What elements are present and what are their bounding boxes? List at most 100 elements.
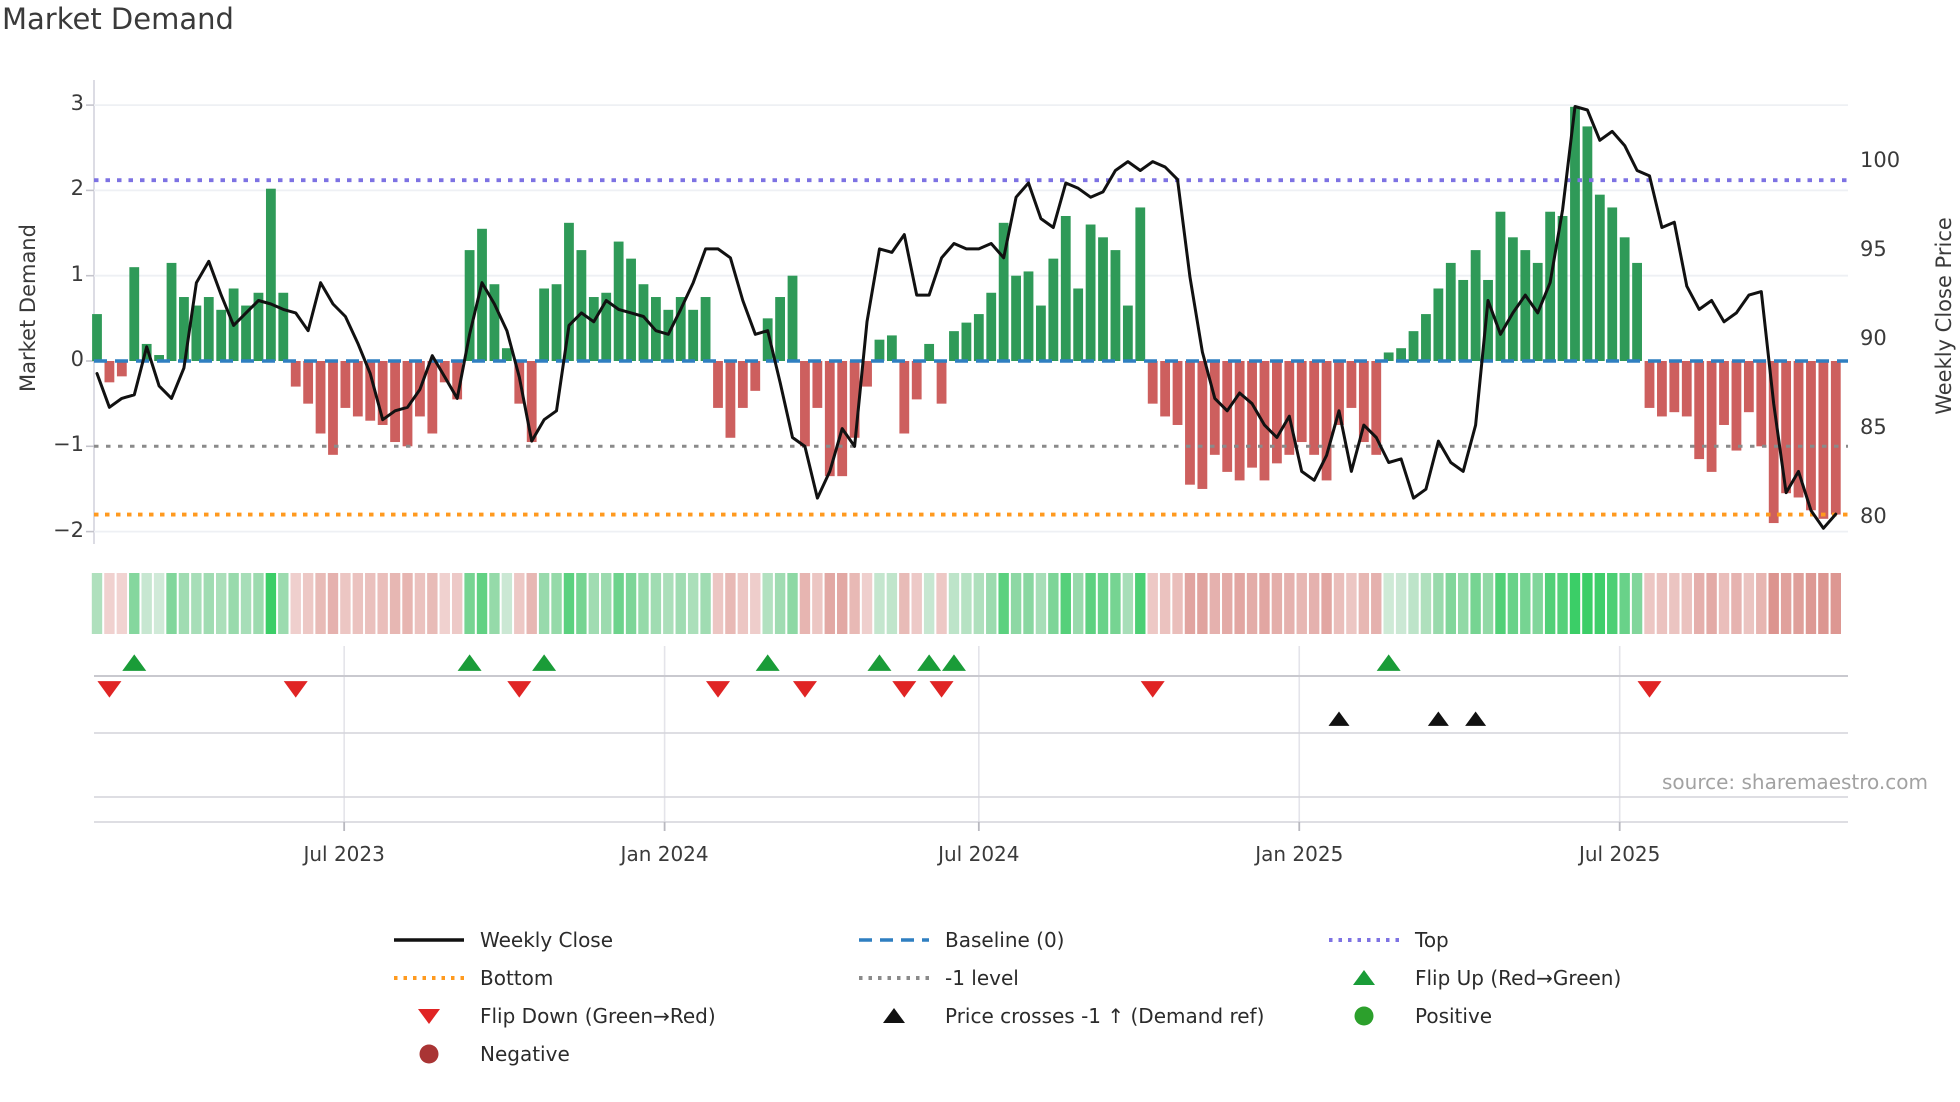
demand-bar bbox=[104, 361, 115, 383]
demand-bar bbox=[1619, 237, 1630, 361]
demand-bar bbox=[1284, 361, 1295, 455]
demand-bar bbox=[402, 361, 413, 447]
left-tick-label: 3 bbox=[70, 91, 84, 116]
heatmap-cell bbox=[439, 573, 450, 634]
legend-item: Positive bbox=[1325, 1002, 1492, 1030]
demand-bar bbox=[1048, 258, 1059, 361]
page-title: Market Demand bbox=[2, 2, 234, 36]
heatmap-cell bbox=[1582, 573, 1593, 634]
demand-bar bbox=[576, 250, 587, 361]
demand-bar bbox=[377, 361, 388, 425]
heatmap-cell bbox=[1569, 573, 1581, 634]
heatmap-cell bbox=[1246, 573, 1258, 634]
heatmap-cell bbox=[514, 573, 525, 634]
demand-bar bbox=[253, 292, 264, 361]
heatmap-cell bbox=[1768, 573, 1779, 634]
legend-swatch-glyph bbox=[883, 1008, 905, 1023]
heatmap-cell bbox=[1097, 573, 1109, 634]
heatmap-cell bbox=[1408, 573, 1419, 634]
heatmap-cell bbox=[911, 573, 922, 634]
price-cross-marker bbox=[1328, 711, 1350, 726]
demand-bar bbox=[1060, 215, 1071, 361]
demand-bar bbox=[1073, 288, 1084, 361]
heatmap-cell bbox=[973, 573, 985, 634]
heatmap-cell bbox=[1172, 573, 1183, 634]
heatmap-cell bbox=[203, 573, 214, 634]
legend-label: Price crosses -1 ↑ (Demand ref) bbox=[945, 1004, 1265, 1028]
heatmap-cell bbox=[1296, 573, 1307, 634]
demand-bar bbox=[1334, 361, 1344, 425]
heatmap-cell bbox=[1830, 573, 1841, 634]
x-tick-label: Jul 2024 bbox=[938, 842, 1020, 866]
demand-bar bbox=[129, 267, 140, 361]
demand-bar bbox=[526, 361, 537, 443]
demand-bar bbox=[824, 361, 835, 477]
demand-bar bbox=[700, 297, 711, 361]
left-tick-label: −1 bbox=[53, 432, 84, 457]
demand-bar bbox=[1445, 262, 1456, 361]
demand-bar bbox=[1234, 361, 1245, 481]
legend-item: Flip Up (Red→Green) bbox=[1325, 964, 1621, 992]
demand-bar bbox=[588, 297, 599, 361]
heatmap-cell bbox=[1420, 573, 1432, 634]
left-tick-label: 0 bbox=[70, 347, 84, 371]
demand-bar bbox=[1011, 275, 1021, 361]
left-tick-label: −2 bbox=[53, 517, 84, 542]
flip-down-marker bbox=[929, 681, 954, 698]
heatmap-cell bbox=[1147, 573, 1158, 634]
demand-bar bbox=[713, 361, 723, 408]
demand-bar bbox=[911, 361, 922, 400]
legend-swatch-glyph bbox=[418, 1009, 440, 1024]
heatmap-cell bbox=[1607, 573, 1618, 634]
heatmap-cell bbox=[1520, 573, 1531, 634]
heatmap-cell bbox=[1060, 573, 1071, 634]
heatmap-cell bbox=[563, 573, 575, 634]
demand-bar bbox=[539, 288, 550, 361]
legend-label: Bottom bbox=[480, 966, 554, 990]
legend-label: -1 level bbox=[945, 966, 1019, 990]
demand-bar bbox=[973, 314, 984, 361]
heatmap-cell bbox=[812, 573, 823, 634]
demand-bar bbox=[762, 318, 773, 361]
heatmap-cell bbox=[1780, 573, 1792, 634]
heatmap-cell bbox=[153, 573, 165, 634]
heatmap-cell bbox=[1532, 573, 1543, 634]
heatmap-cell bbox=[327, 573, 339, 634]
heatmap-cell bbox=[762, 573, 773, 634]
demand-bar bbox=[1371, 361, 1382, 455]
left-tick-label: 2 bbox=[70, 176, 84, 201]
demand-bar bbox=[340, 361, 351, 408]
heatmap-cell bbox=[663, 573, 674, 634]
heatmap-cell bbox=[1644, 573, 1655, 634]
demand-bar bbox=[800, 361, 810, 447]
demand-bar bbox=[1383, 352, 1394, 361]
flip-up-marker bbox=[755, 654, 780, 671]
heatmap-cell bbox=[178, 573, 190, 634]
heatmap-cell bbox=[1395, 573, 1407, 634]
demand-bar bbox=[1644, 361, 1655, 408]
heatmap-cell bbox=[240, 573, 252, 634]
legend-label: Negative bbox=[480, 1042, 570, 1066]
legend-label: Weekly Close bbox=[480, 928, 614, 952]
legend-tri-down-swatch bbox=[418, 1009, 440, 1024]
demand-bar bbox=[1433, 288, 1444, 361]
demand-bar bbox=[1023, 271, 1034, 361]
demand-bar bbox=[1731, 361, 1742, 451]
demand-bar bbox=[1657, 361, 1667, 417]
heatmap-cell bbox=[923, 573, 935, 634]
demand-bar bbox=[961, 322, 972, 361]
demand-bar bbox=[1222, 361, 1233, 472]
heatmap-cell bbox=[1445, 573, 1456, 634]
heatmap-cell bbox=[638, 573, 649, 634]
x-tick-label: Jul 2025 bbox=[1578, 842, 1661, 866]
demand-bar bbox=[638, 284, 649, 361]
x-tick-label: Jul 2023 bbox=[303, 842, 385, 866]
heatmap-cell bbox=[725, 573, 736, 634]
demand-bar bbox=[812, 361, 823, 408]
heatmap-cell bbox=[613, 573, 624, 634]
demand-bar bbox=[1594, 194, 1605, 361]
heatmap-cell bbox=[625, 573, 637, 634]
demand-bar bbox=[551, 284, 562, 361]
heatmap-cell bbox=[588, 573, 599, 634]
